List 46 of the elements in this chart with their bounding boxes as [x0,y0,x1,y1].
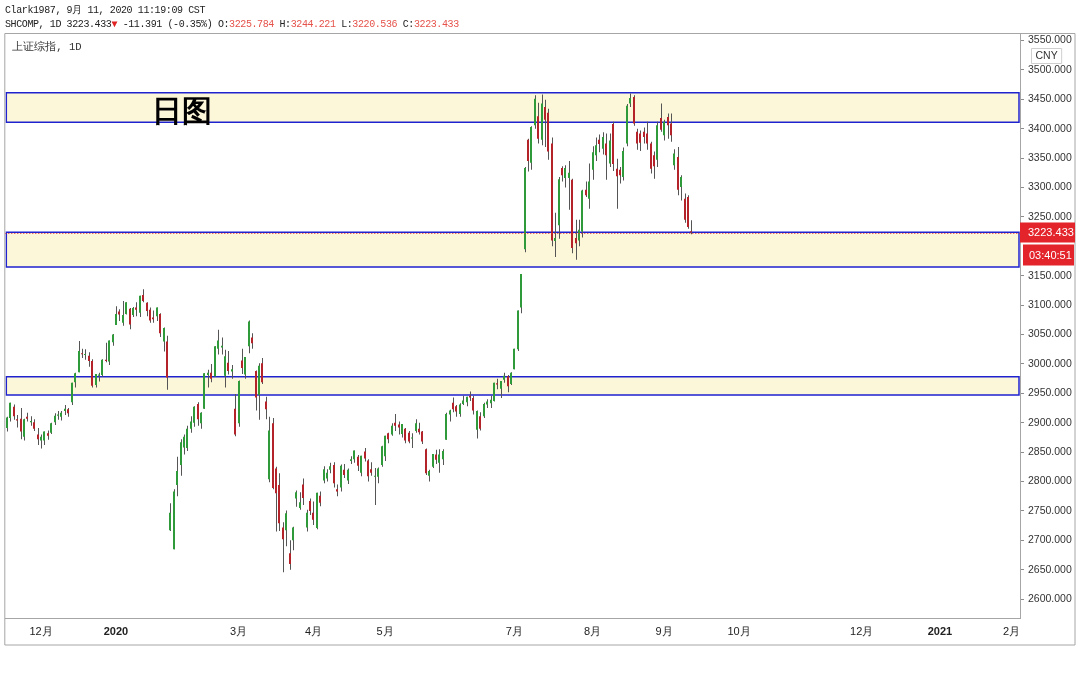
text: 上证综指, 1D [12,39,82,53]
y-tick-label: 2600.000 [1028,592,1072,605]
y-tick-label: 3100.000 [1028,298,1072,311]
candlestick [374,468,376,506]
text: CNY [1035,48,1058,61]
y-tick-label: 3350.000 [1028,150,1072,163]
x-tick-label: 12月 [850,624,874,637]
text: O:3225.784 H:3244.221 L:3220.536 C:3223.433 [217,19,459,30]
y-tick-label: 2950.000 [1028,386,1072,399]
x-tick-label: 8月 [584,624,602,637]
ref-line-label: 3223.433 [1028,226,1074,239]
y-tick-label: 3300.000 [1028,180,1072,193]
y-tick-label: 2900.000 [1028,415,1072,428]
y-tick-label: 3000.000 [1028,356,1072,369]
candlestick [105,342,107,363]
x-tick-label: 12月 [29,624,53,637]
y-tick-label: 2750.000 [1028,503,1072,516]
text: 03:40:51 [1029,248,1072,261]
x-tick-label: 2020 [103,624,129,637]
y-tick-label: 2800.000 [1028,474,1072,487]
y-tick-label: 3050.000 [1028,327,1072,340]
y-tick-label: 3500.000 [1028,62,1072,75]
y-tick-label: 3150.000 [1028,268,1072,281]
text: Clark1987, 9月 11, 2020 11:19:09 CST [5,5,206,16]
x-tick-label: 7月 [505,624,523,637]
y-tick-label: 2700.000 [1028,533,1072,546]
text: ▼ [111,19,118,30]
y-tick-label: 2850.000 [1028,445,1072,458]
text: 日图 [152,94,213,127]
y-tick-label: 3250.000 [1028,209,1072,222]
x-tick-label: 2021 [927,624,953,637]
x-tick-label: 10月 [727,624,751,637]
y-tick-label: 3400.000 [1028,121,1072,134]
x-tick-label: 9月 [655,624,673,637]
x-tick-label: 5月 [376,624,394,637]
candlestick [152,310,154,323]
y-tick-label: 3450.000 [1028,92,1072,105]
y-tick-label: 3550.000 [1028,33,1072,46]
candlestick [568,161,570,210]
text: -11.391 (-0.35%) [122,19,213,30]
x-tick-label: 2月 [1002,624,1021,637]
x-tick-label: 3月 [229,624,248,637]
y-tick-label: 2650.000 [1028,562,1072,575]
candlestick [30,416,32,426]
text: SHCOMP, 1D 3223.433 [5,19,112,30]
x-tick-label: 4月 [304,624,323,637]
